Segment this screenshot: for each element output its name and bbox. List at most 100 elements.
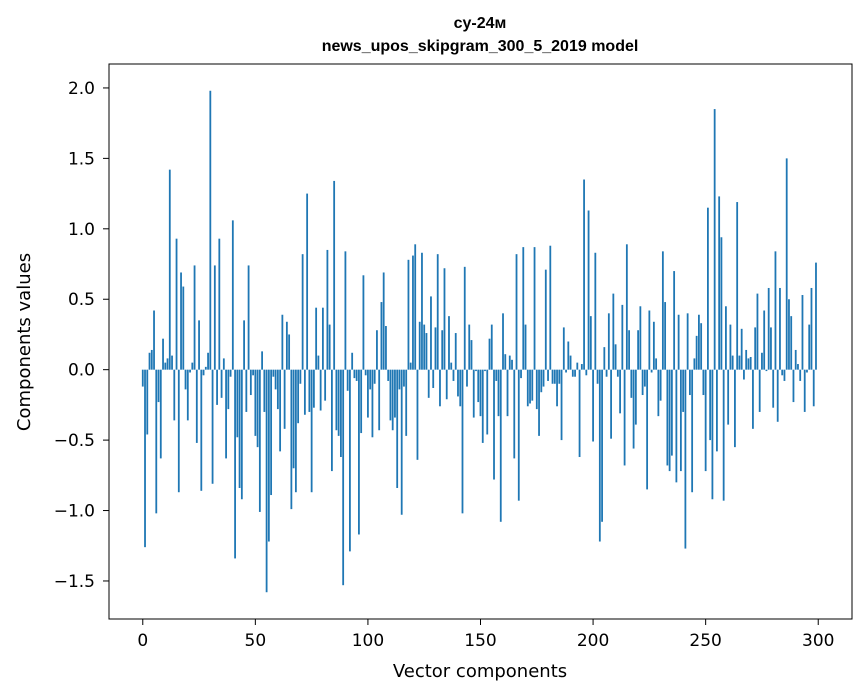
bar: [695, 335, 698, 370]
bar: [189, 369, 191, 373]
bar: [761, 352, 763, 370]
bar: [175, 238, 178, 370]
bar: [222, 358, 225, 370]
bar: [274, 369, 277, 390]
bar: [698, 314, 700, 370]
bar: [200, 369, 203, 491]
bar: [614, 344, 617, 370]
bar: [153, 310, 155, 370]
plot-frame: [108, 63, 853, 620]
bar: [605, 369, 608, 377]
bar: [589, 316, 592, 370]
bar: [803, 369, 806, 412]
bar: [740, 328, 743, 370]
bar: [349, 369, 351, 552]
bar: [709, 369, 712, 441]
bar: [373, 369, 376, 384]
bar: [376, 330, 378, 370]
bar: [238, 369, 241, 488]
bar: [400, 369, 403, 515]
x-tick-label: 50: [245, 631, 267, 651]
bar: [319, 369, 322, 411]
bar: [587, 210, 590, 370]
bar: [603, 347, 606, 370]
bar: [767, 287, 770, 370]
bar: [263, 369, 266, 412]
bar: [141, 369, 144, 387]
bar: [619, 369, 621, 414]
x-tick-label: 100: [352, 631, 384, 651]
bar: [288, 334, 291, 370]
bar: [506, 369, 509, 417]
bar: [285, 321, 288, 370]
bar: [639, 306, 642, 370]
bar: [508, 355, 511, 370]
bar: [594, 252, 597, 370]
bar: [281, 314, 284, 370]
bar: [758, 369, 761, 412]
bar: [198, 320, 200, 370]
bar: [261, 351, 263, 370]
bar: [470, 340, 473, 370]
bar: [596, 369, 599, 384]
bar: [249, 369, 252, 396]
bar: [337, 369, 340, 436]
bar: [441, 330, 444, 370]
bar: [346, 369, 349, 391]
bar: [677, 314, 680, 370]
bar: [312, 369, 315, 408]
bar: [693, 358, 696, 370]
bar: [155, 369, 158, 514]
bar: [144, 369, 146, 548]
x-tick-label: 250: [689, 631, 721, 651]
bar: [547, 369, 549, 381]
bar: [443, 268, 446, 370]
bar: [531, 369, 534, 401]
bar: [475, 369, 477, 372]
bar: [574, 369, 576, 377]
bar: [571, 369, 574, 377]
bar: [479, 369, 482, 417]
y-tick-label: 0.5: [68, 290, 95, 310]
bar: [333, 180, 336, 370]
bar: [265, 369, 268, 593]
bar: [497, 369, 500, 417]
bar: [657, 369, 660, 417]
y-tick-label: 2.0: [68, 79, 95, 99]
bar: [294, 369, 297, 493]
y-axis-ticks: −1.5 −1.0 −0.5 0.0 0.5 1.0 1.5 2.0: [54, 79, 109, 592]
y-tick-label: 1.0: [68, 220, 95, 240]
bar: [301, 254, 304, 370]
bar: [299, 369, 302, 384]
bar: [515, 254, 518, 370]
bar: [670, 369, 673, 456]
bar: [177, 369, 180, 493]
bar: [783, 369, 786, 381]
bar: [398, 369, 401, 390]
bar: [182, 286, 185, 370]
bar: [504, 354, 507, 370]
bar: [772, 369, 775, 408]
bar: [700, 323, 703, 370]
bar: [396, 369, 399, 488]
bar: [481, 369, 484, 443]
bar: [321, 307, 324, 370]
bar: [734, 369, 736, 448]
bar: [207, 352, 209, 370]
bar: [445, 369, 448, 400]
y-tick-label: −1.0: [54, 502, 95, 522]
bar: [788, 299, 790, 370]
bar: [308, 369, 311, 412]
bar: [164, 362, 167, 370]
bar: [792, 369, 795, 403]
bar: [315, 307, 318, 370]
bar: [538, 369, 540, 436]
bar: [209, 90, 212, 370]
bar: [371, 369, 374, 438]
x-tick-label: 0: [137, 631, 148, 651]
bar: [231, 220, 234, 370]
bar: [643, 369, 646, 387]
bar: [664, 302, 667, 370]
bar: [517, 369, 520, 501]
bar: [213, 265, 216, 370]
